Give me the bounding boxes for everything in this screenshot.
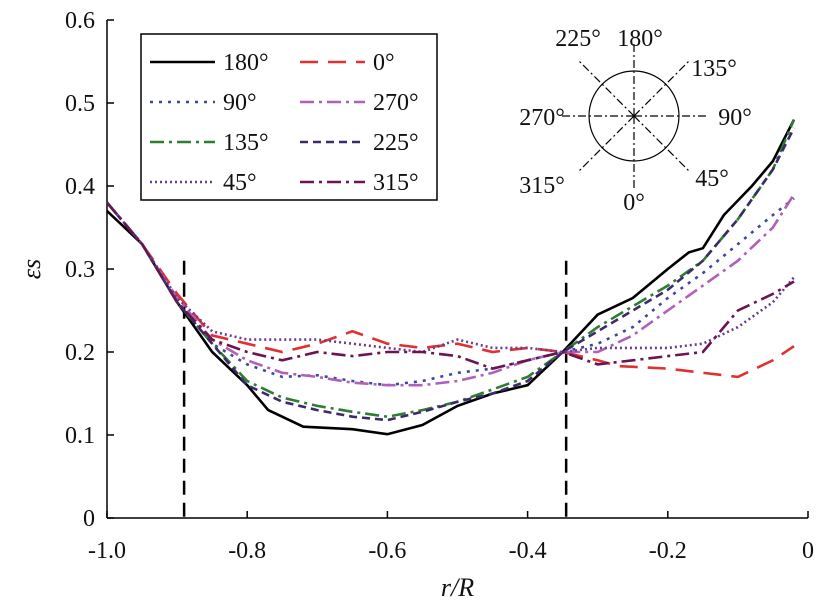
inset-direction-line <box>633 60 690 117</box>
inset-direction-line <box>578 115 635 172</box>
y-tick-label: 0.5 <box>65 91 95 117</box>
y-tick-label: 0.1 <box>65 423 95 449</box>
inset-angle-label: 45° <box>695 166 729 192</box>
legend-label: 315° <box>373 170 419 196</box>
x-tick-label: -0.8 <box>228 538 266 564</box>
series-line <box>106 201 795 370</box>
x-tick-label: 0 <box>802 538 814 564</box>
x-tick-label: -0.6 <box>368 538 406 564</box>
y-tick-label: 0.6 <box>65 8 95 34</box>
x-tick-label: -0.4 <box>509 538 547 564</box>
inset-angle-label: 225° <box>555 26 601 52</box>
inset-direction-line <box>578 60 635 117</box>
legend-label: 45° <box>223 170 257 196</box>
series-line <box>106 201 795 354</box>
legend-label: 135° <box>223 130 269 156</box>
inset-angle-label: 315° <box>519 173 565 199</box>
series-line <box>106 201 795 379</box>
inset-direction-line <box>633 115 690 172</box>
y-tick-label: 0 <box>83 506 95 532</box>
inset-angle-label: 135° <box>691 56 737 82</box>
y-tick-label: 0.2 <box>65 340 95 366</box>
legend-label: 0° <box>373 50 395 76</box>
legend-label: 180° <box>223 50 269 76</box>
legend-label: 270° <box>373 90 419 116</box>
inset-angle-label: 180° <box>617 26 663 52</box>
inset-angle-label: 270° <box>519 105 565 131</box>
series-line <box>106 127 796 422</box>
y-tick-label: 0.3 <box>65 257 95 283</box>
x-axis-label: r/R <box>441 573 474 602</box>
x-tick-label: -0.2 <box>649 538 687 564</box>
x-tick-label: -1.0 <box>88 538 126 564</box>
inset-angle-label: 0° <box>623 190 645 216</box>
series-line <box>106 197 795 387</box>
legend-label: 225° <box>373 130 419 156</box>
legend-box <box>140 33 438 201</box>
legend-label: 90° <box>223 90 257 116</box>
series-line <box>106 193 796 387</box>
y-axis-label: εs <box>17 259 46 279</box>
inset-angle-label: 90° <box>718 105 752 131</box>
y-tick-label: 0.4 <box>65 174 95 200</box>
